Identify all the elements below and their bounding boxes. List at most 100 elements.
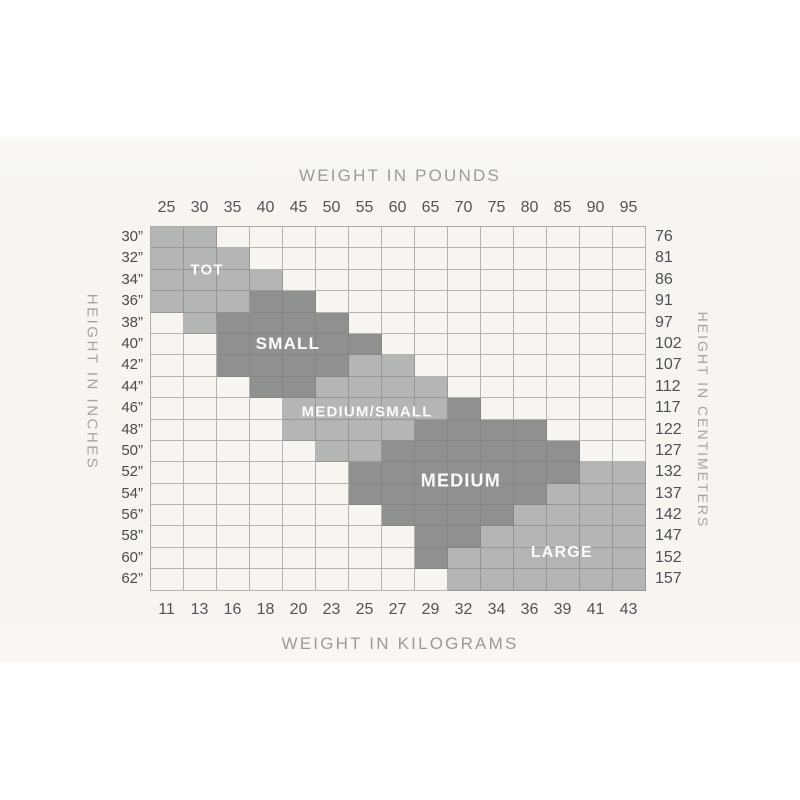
grid-cell	[547, 227, 580, 249]
grid-cell	[613, 483, 646, 506]
centimeters-tick: 102	[655, 334, 682, 352]
grid-cell	[349, 355, 382, 377]
grid-cell	[382, 355, 415, 377]
grid-cell	[316, 398, 349, 420]
grid-cell	[481, 376, 514, 399]
grid-cell	[151, 547, 184, 570]
grid-cell	[448, 526, 481, 548]
centimeters-tick: 107	[655, 356, 682, 374]
grid-cell	[481, 227, 514, 249]
grid-cell	[283, 333, 316, 356]
grid-cell	[349, 312, 382, 334]
pounds-tick: 50	[322, 199, 341, 216]
centimeters-tick: 117	[655, 399, 681, 417]
grid-cell	[283, 269, 316, 292]
centimeters-tick: 81	[655, 249, 673, 267]
grid-cell	[415, 291, 448, 313]
grid-cell	[316, 505, 349, 527]
grid-cell	[151, 269, 184, 292]
kilograms-tick: 16	[223, 601, 242, 618]
grid-cell	[448, 569, 481, 591]
grid-cell	[316, 248, 349, 270]
pounds-tick: 65	[421, 199, 440, 216]
grid-cell	[415, 526, 448, 548]
grid-cell	[316, 462, 349, 484]
grid-cell	[349, 483, 382, 506]
grid-cell	[382, 547, 415, 570]
grid-cell	[217, 526, 250, 548]
grid-cell	[547, 569, 580, 591]
grid-cell	[547, 526, 580, 548]
grid-cell	[217, 547, 250, 570]
grid-cell	[415, 462, 448, 484]
grid-cell	[613, 398, 646, 420]
grid-cell	[514, 376, 547, 399]
grid-cell	[448, 398, 481, 420]
kilograms-tick: 34	[487, 601, 506, 618]
grid-cell	[448, 419, 481, 441]
centimeters-tick: 112	[655, 377, 681, 395]
grid-cell	[613, 376, 646, 399]
grid-cell	[217, 419, 250, 441]
grid-cell	[448, 355, 481, 377]
kilograms-tick: 20	[289, 601, 308, 618]
kilograms-tick: 32	[454, 601, 473, 618]
centimeters-tick: 137	[655, 484, 682, 502]
grid-cell	[547, 419, 580, 441]
grid-cell	[448, 227, 481, 249]
grid-cell	[151, 227, 184, 249]
bottom-axis-title: WEIGHT IN KILOGRAMS	[281, 634, 519, 653]
grid-cell	[613, 462, 646, 484]
grid-cell	[415, 248, 448, 270]
grid-cell	[151, 483, 184, 506]
kilograms-tick: 25	[355, 601, 374, 618]
size-chart-grid	[150, 226, 646, 591]
kilograms-tick: 18	[256, 601, 275, 618]
grid-cell	[250, 483, 283, 506]
grid-cell	[349, 269, 382, 292]
grid-cell	[613, 547, 646, 570]
grid-cell	[448, 376, 481, 399]
inches-tick: 34”	[121, 270, 143, 288]
grid-cell	[316, 333, 349, 356]
grid-cell	[217, 398, 250, 420]
grid-cell	[151, 376, 184, 399]
grid-cell	[316, 269, 349, 292]
grid-cell	[250, 248, 283, 270]
grid-cell	[184, 398, 217, 420]
grid-cell	[580, 269, 613, 292]
grid-cell	[382, 312, 415, 334]
grid-cell	[349, 248, 382, 270]
pounds-tick: 30	[190, 199, 209, 216]
grid-cell	[283, 505, 316, 527]
size-region-label: MEDIUM	[420, 470, 501, 491]
grid-cell	[448, 248, 481, 270]
grid-cell	[514, 462, 547, 484]
kilograms-tick: 29	[421, 601, 440, 618]
grid-cell	[448, 483, 481, 506]
grid-cell	[250, 269, 283, 292]
inches-tick: 54”	[121, 484, 143, 502]
grid-cell	[217, 440, 250, 463]
grid-cell	[481, 333, 514, 356]
inches-tick: 50”	[121, 441, 143, 459]
pounds-tick: 25	[157, 199, 176, 216]
grid-cell	[514, 569, 547, 591]
grid-cell	[283, 440, 316, 463]
grid-cell	[547, 291, 580, 313]
grid-cell	[415, 569, 448, 591]
centimeters-tick: 122	[655, 420, 682, 438]
grid-cell	[151, 526, 184, 548]
grid-cell	[250, 227, 283, 249]
pounds-tick: 45	[289, 199, 308, 216]
grid-cell	[580, 376, 613, 399]
grid-cell	[151, 398, 184, 420]
grid-cell	[382, 462, 415, 484]
grid-cell	[217, 269, 250, 292]
grid-cell	[448, 505, 481, 527]
grid-cell	[316, 355, 349, 377]
grid-cell	[283, 227, 316, 249]
grid-cell	[349, 526, 382, 548]
grid-cell	[415, 547, 448, 570]
grid-cell	[151, 505, 184, 527]
